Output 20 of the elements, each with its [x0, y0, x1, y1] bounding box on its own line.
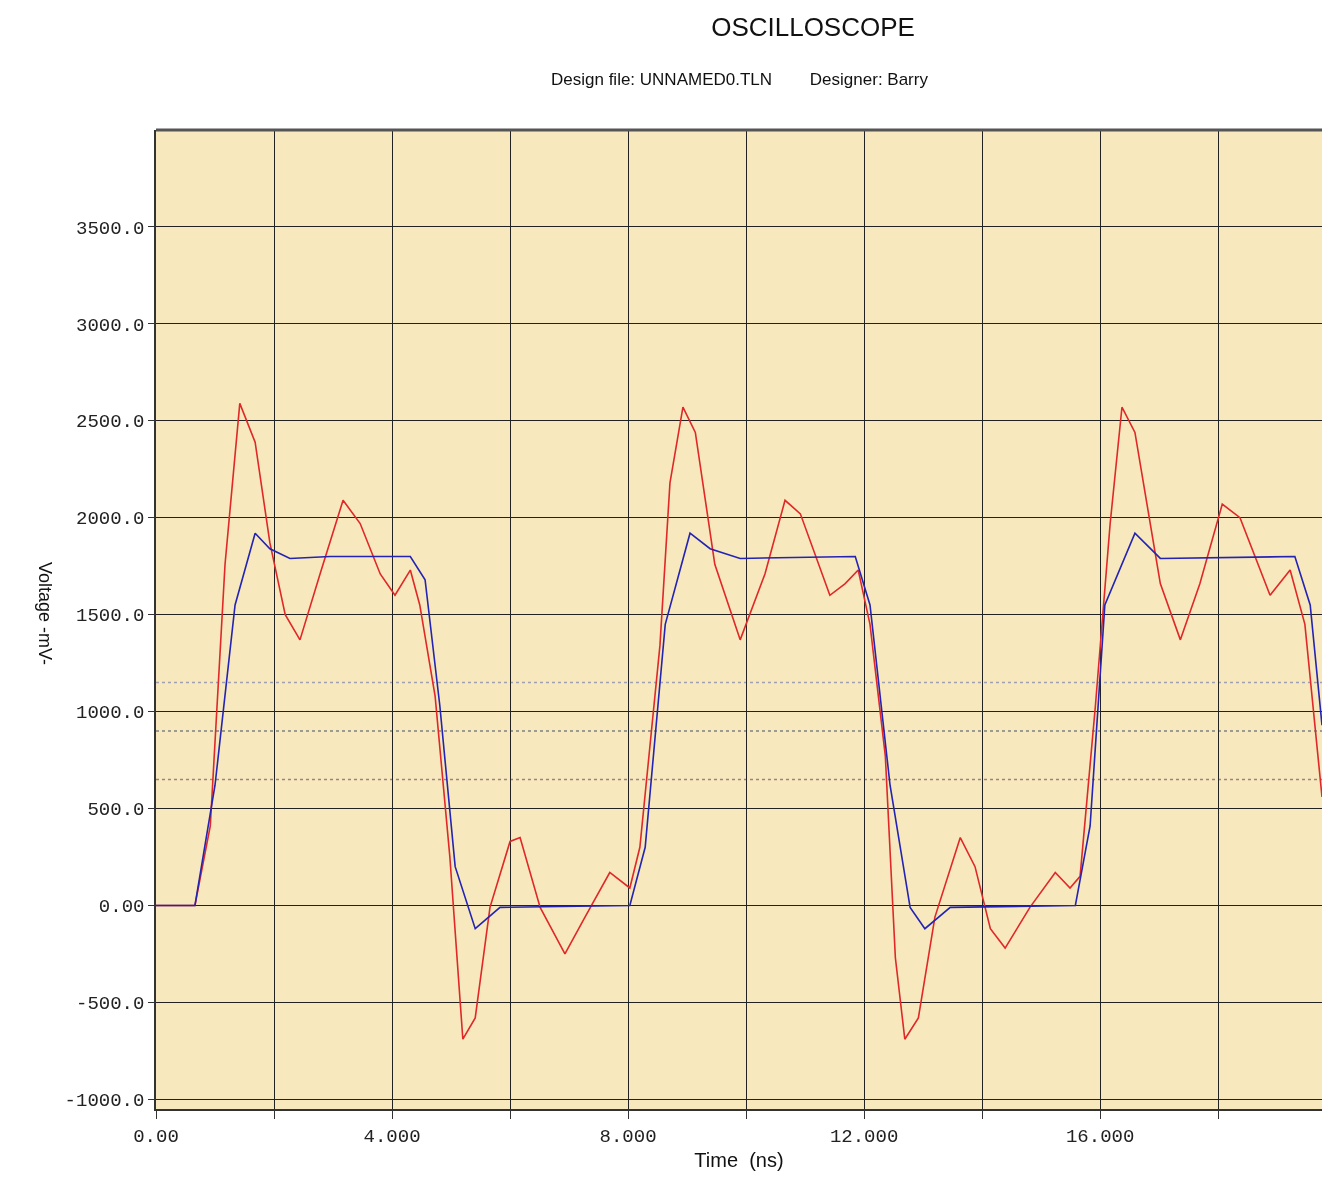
- x-tick-label: 12.000: [829, 1125, 899, 1148]
- y-tick-label: 500.0: [87, 799, 145, 822]
- x-tick-label: 0.00: [133, 1125, 179, 1148]
- y-tick-label: -1000.0: [64, 1089, 145, 1112]
- y-tick-label: 0.00: [98, 896, 145, 919]
- y-tick-label: 2500.0: [76, 411, 145, 434]
- x-axis-title: Time (ns): [694, 1148, 784, 1171]
- y-tick-label: 3000.0: [76, 314, 145, 337]
- chart-title: OSCILLOSCOPE: [711, 11, 915, 42]
- y-tick-label: 1500.0: [76, 605, 145, 628]
- y-tick-label: 3500.0: [76, 217, 145, 240]
- x-tick-label: 4.000: [363, 1125, 421, 1148]
- y-tick-label: -500.0: [76, 993, 145, 1016]
- x-tick-label: 16.000: [1065, 1125, 1135, 1148]
- y-axis-title: Voltage -mV-: [35, 561, 56, 666]
- line-series: [156, 532, 1322, 930]
- y-tick-label: 2000.0: [76, 508, 145, 531]
- chart-subtitle: Design file: UNNAMED0.TLN Designer: Barry: [551, 70, 929, 89]
- y-tick-label: 1000.0: [76, 702, 145, 725]
- x-tick-label: 8.000: [599, 1125, 657, 1148]
